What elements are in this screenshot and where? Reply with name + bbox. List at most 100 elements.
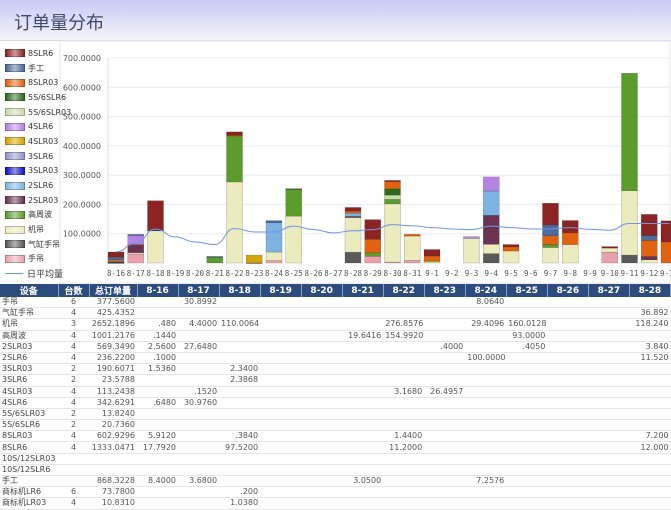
column-header[interactable]: 台数	[58, 284, 90, 297]
x-tick-label: 8-29	[364, 269, 382, 278]
table-cell: 4	[58, 441, 89, 454]
column-header[interactable]: 8-20	[301, 284, 343, 297]
table-cell	[178, 363, 220, 376]
column-header[interactable]: 设备	[0, 284, 59, 297]
legend-label: 日平均量	[27, 270, 64, 281]
table-cell	[342, 318, 384, 331]
table-cell	[506, 497, 548, 510]
column-header[interactable]: 8-23	[424, 284, 466, 297]
column-header[interactable]: 8-24	[465, 284, 507, 297]
table-cell	[137, 453, 179, 465]
table-cell	[465, 453, 507, 465]
table-cell: 110.0064	[219, 318, 261, 331]
column-header[interactable]: 8-27	[588, 284, 630, 297]
table-cell	[383, 419, 425, 432]
table-cell: 868.3228	[89, 475, 137, 488]
table-cell	[260, 453, 302, 465]
table-cell	[260, 464, 302, 477]
table-cell	[137, 297, 179, 309]
column-header[interactable]: 8-16	[137, 284, 179, 297]
column-header[interactable]: 8-21	[342, 284, 384, 297]
bar-segment	[127, 253, 144, 264]
table-cell	[383, 363, 425, 376]
x-tick-label: 8-27	[324, 269, 342, 278]
table-row: 手工 868.3228 8.4000 3.6800 3.0500 7.2576	[0, 475, 671, 488]
table-cell: 13.8240	[89, 408, 137, 421]
bar-segment	[246, 254, 263, 264]
bar-segment	[344, 210, 362, 214]
table-cell	[424, 397, 466, 409]
column-header[interactable]: 8-22	[383, 284, 425, 297]
table-cell	[465, 307, 507, 320]
table-cell: .1000	[137, 352, 179, 365]
table-cell: 6	[58, 297, 89, 309]
table-cell: .480	[137, 318, 179, 331]
table-cell: 3.840	[629, 341, 671, 353]
x-tick-label: 9-8	[563, 269, 577, 278]
table-cell	[588, 307, 630, 320]
column-header[interactable]: 8-19	[260, 284, 302, 297]
x-tick-label: 9-6	[524, 269, 538, 278]
table-cell	[219, 453, 261, 465]
bar-segment	[483, 253, 500, 264]
table-cell: 19.6416	[342, 330, 384, 342]
table-cell	[219, 475, 261, 488]
table-cell	[178, 374, 220, 387]
table-cell	[588, 430, 630, 443]
table-cell	[219, 464, 261, 477]
legend-swatch	[5, 225, 25, 234]
x-tick-label: 8-16	[107, 269, 126, 278]
column-header[interactable]: 8-28	[629, 284, 671, 297]
table-cell	[588, 419, 630, 432]
table-cell	[342, 397, 384, 409]
table-cell	[219, 352, 261, 365]
table-cell	[342, 374, 384, 387]
bar-segment	[404, 235, 421, 261]
table-cell	[342, 497, 384, 510]
table-cell	[506, 363, 548, 376]
table-row: 气缸手吊 4 425.4352 36.892	[0, 307, 671, 320]
y-tick-label: 200.0000	[63, 200, 101, 209]
bar-segment	[641, 235, 658, 241]
table-cell: 342.6291	[89, 397, 137, 409]
column-header[interactable]: 8-17	[178, 284, 220, 297]
bar-segment	[344, 217, 362, 253]
legend-label: 3SLR6	[28, 151, 54, 161]
table-cell	[629, 297, 671, 309]
table-cell: 569.3490	[89, 341, 137, 353]
bar-segment	[502, 244, 520, 248]
device-name-cell: 机吊	[0, 318, 58, 331]
column-header[interactable]: 8-26	[547, 284, 589, 297]
table-cell	[547, 430, 589, 443]
legend-swatch	[5, 108, 25, 117]
table-cell	[301, 374, 343, 387]
table-cell	[260, 318, 302, 331]
table-cell	[260, 352, 302, 365]
column-header[interactable]: 8-25	[506, 284, 548, 297]
table-cell	[383, 307, 425, 320]
table-cell	[219, 408, 261, 421]
table-cell	[629, 497, 671, 510]
bar-segment	[641, 240, 658, 257]
bar-segment	[265, 220, 283, 223]
bar-segment	[285, 215, 302, 264]
table-cell	[424, 363, 466, 376]
table-row: 3SLR6 2 23.5788 2.3868	[0, 374, 671, 387]
table-row: 2SLR6 4 236.2200.1000 100.0000 11.520	[0, 352, 671, 365]
table-cell: 2.5600	[137, 341, 179, 353]
bar-segment	[206, 257, 223, 264]
table-cell	[465, 386, 507, 398]
table-cell: 2	[58, 363, 89, 376]
table-cell	[219, 397, 261, 409]
table-cell	[342, 363, 384, 376]
table-cell	[424, 475, 466, 488]
x-tick-label: 8-19	[166, 269, 184, 278]
bar-segment	[502, 246, 520, 252]
table-cell	[301, 330, 343, 342]
bar-segment	[206, 256, 223, 258]
table-cell: 2	[58, 419, 89, 432]
table-cell: .3840	[219, 430, 261, 443]
column-header[interactable]: 8-18	[219, 284, 261, 297]
column-header[interactable]: 总订单量	[89, 284, 138, 297]
bar-segment	[621, 254, 638, 264]
